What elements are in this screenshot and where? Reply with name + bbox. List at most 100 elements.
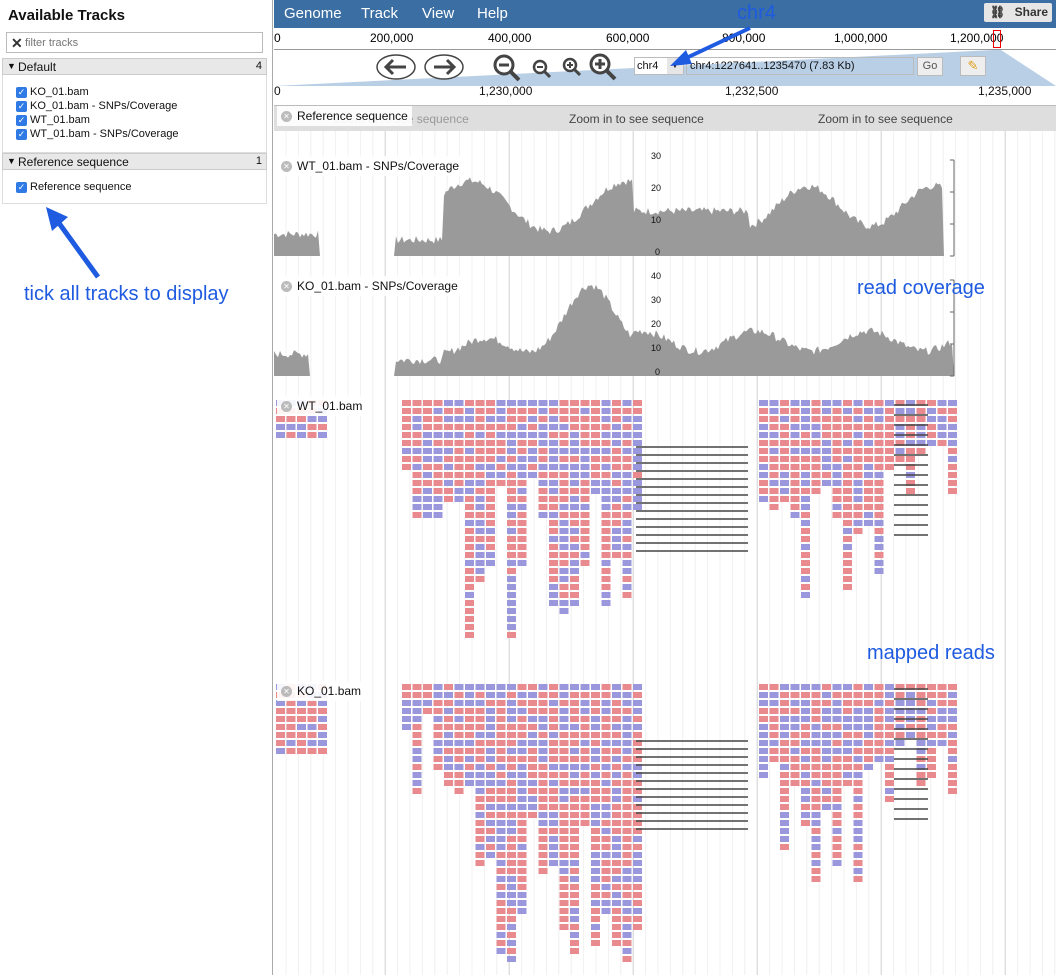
category-reference-header[interactable]: ▼ Reference sequence 1 [2, 153, 267, 170]
clear-filter-icon[interactable]: ✕ [11, 35, 23, 51]
share-button[interactable]: ⛓ Share [984, 3, 1052, 22]
read [444, 416, 453, 422]
track-label-wt-coverage[interactable]: ✕ WT_01.bam - SNPs/Coverage [277, 156, 464, 176]
read [811, 708, 821, 714]
read [916, 448, 926, 454]
close-icon[interactable]: ✕ [281, 281, 292, 293]
collapse-triangle-icon[interactable]: ▼ [7, 156, 16, 166]
read [412, 472, 422, 478]
wt-alignments-track[interactable] [274, 392, 1056, 676]
read [559, 876, 569, 882]
read [769, 716, 779, 722]
read [412, 780, 422, 786]
category-default-header[interactable]: ▼ Default 4 [2, 58, 267, 75]
track-item-wt01-coverage[interactable]: ✓ WT_01.bam - SNPs/Coverage [16, 128, 179, 141]
read [517, 520, 527, 526]
read [549, 424, 558, 430]
menu-view[interactable]: View [422, 5, 455, 22]
read [780, 684, 789, 690]
read [948, 764, 957, 770]
menu-help[interactable]: Help [477, 5, 508, 22]
menu-genome[interactable]: Genome [284, 5, 342, 22]
read [507, 836, 516, 842]
read [559, 584, 569, 590]
track-label-ko-reads[interactable]: ✕ KO_01.bam [277, 681, 366, 701]
read [874, 544, 884, 550]
menu-track[interactable]: Track [361, 5, 398, 22]
read [948, 472, 957, 478]
go-button[interactable]: Go [917, 57, 943, 76]
annotation-arrow-chr4-icon [670, 26, 751, 66]
pan-left-icon[interactable] [376, 54, 416, 80]
read [612, 716, 621, 722]
filter-tracks-input[interactable] [25, 35, 255, 50]
read [507, 820, 516, 826]
highlight-pencil-button[interactable]: ✎ [960, 56, 986, 76]
read [549, 400, 558, 406]
track-label-wt-reads[interactable]: ✕ WT_01.bam [277, 396, 367, 416]
location-input[interactable]: chr4:1227641..1235470 (7.83 Kb) [686, 57, 914, 75]
overview-location-marker[interactable] [993, 30, 1001, 48]
read [559, 552, 569, 558]
close-icon[interactable]: ✕ [281, 111, 292, 123]
read [853, 764, 863, 770]
track-label-ko-coverage[interactable]: ✕ KO_01.bam - SNPs/Coverage [277, 276, 462, 296]
read [507, 892, 516, 898]
read [612, 924, 621, 930]
read [633, 876, 642, 882]
read [433, 488, 443, 494]
read [769, 740, 779, 746]
read [559, 456, 569, 462]
read [790, 456, 800, 462]
zoom-out-small-icon[interactable] [531, 58, 553, 80]
read [517, 780, 527, 786]
read [517, 804, 527, 810]
read [475, 836, 485, 842]
zoom-message: Zoom in to see sequence [569, 112, 704, 126]
read [559, 716, 569, 722]
checkbox-checked-icon[interactable]: ✓ [16, 100, 27, 112]
read [318, 432, 327, 438]
read [507, 536, 516, 542]
track-label-reference[interactable]: ✕ Reference sequence [277, 106, 412, 126]
read [885, 748, 894, 754]
track-item-reference-sequence[interactable]: ✓ Reference sequence [16, 181, 132, 194]
ko-alignments-track[interactable] [274, 676, 1056, 975]
close-icon[interactable]: ✕ [281, 161, 292, 173]
scale-tick: 1,232,500 [725, 84, 779, 98]
track-item-ko01-bam[interactable]: ✓ KO_01.bam [16, 86, 89, 99]
read [507, 948, 516, 954]
read [412, 716, 422, 722]
zoom-in-large-icon[interactable] [588, 52, 618, 82]
read [549, 592, 558, 598]
close-icon[interactable]: ✕ [281, 686, 292, 698]
checkbox-checked-icon[interactable]: ✓ [16, 128, 27, 140]
overview-scale[interactable]: 0 200,000 400,000 600,000 800,000 1,000,… [274, 28, 1056, 50]
read [444, 424, 453, 430]
read [517, 496, 527, 502]
read [486, 852, 495, 858]
pan-right-icon[interactable] [424, 54, 464, 80]
zoom-in-small-icon[interactable] [561, 56, 583, 78]
checkbox-checked-icon[interactable]: ✓ [16, 181, 27, 193]
read [570, 836, 579, 842]
read [559, 488, 569, 494]
checkbox-checked-icon[interactable]: ✓ [16, 114, 27, 126]
scale-tick: 0 [274, 84, 281, 98]
close-icon[interactable]: ✕ [281, 401, 292, 413]
track-item-wt01-bam[interactable]: ✓ WT_01.bam [16, 114, 90, 127]
read [570, 748, 579, 754]
read [475, 740, 485, 746]
read [612, 512, 621, 518]
filter-tracks-field[interactable]: ✕ [6, 32, 263, 53]
read [454, 708, 464, 714]
read [612, 416, 621, 422]
zoom-out-large-icon[interactable] [492, 53, 522, 83]
collapse-triangle-icon[interactable]: ▼ [7, 61, 16, 71]
read [549, 544, 558, 550]
checkbox-checked-icon[interactable]: ✓ [16, 86, 27, 98]
read [601, 488, 611, 494]
track-item-ko01-coverage[interactable]: ✓ KO_01.bam - SNPs/Coverage [16, 100, 177, 113]
read [927, 708, 936, 714]
read [475, 504, 485, 510]
